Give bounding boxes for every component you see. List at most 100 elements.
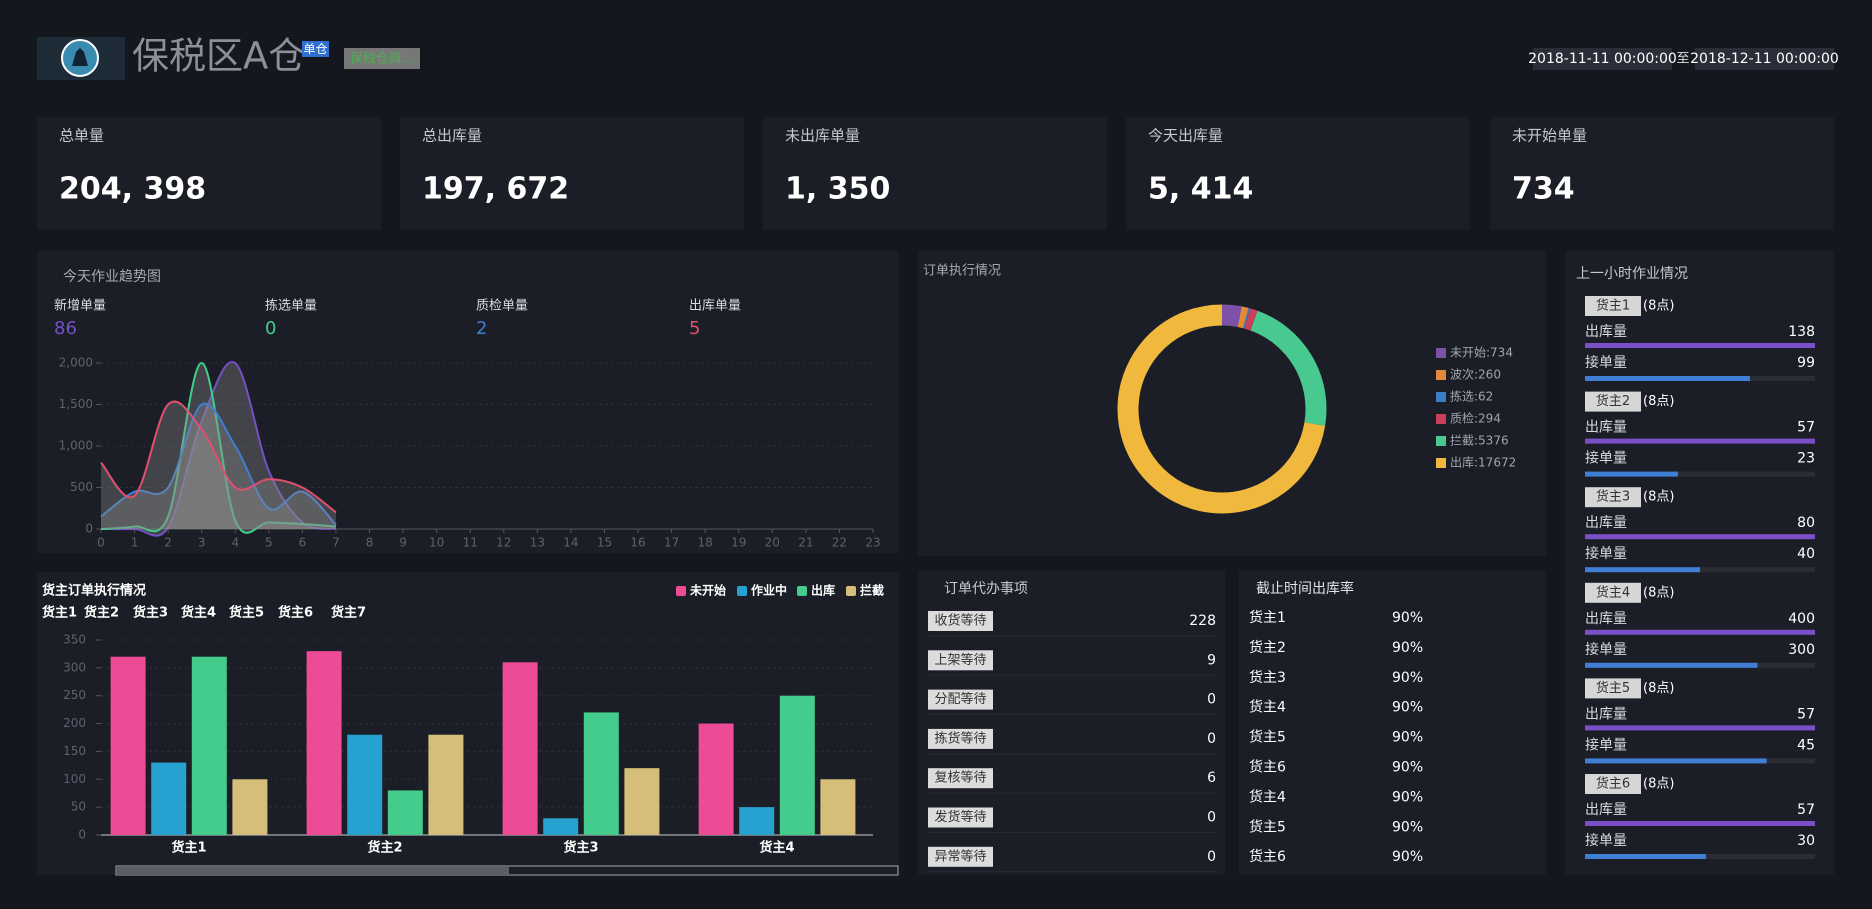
line: [100, 402, 337, 526]
bar: [1585, 567, 1700, 573]
metric-label: 接单量: [1585, 545, 1627, 562]
y-tick-label: 200: [63, 716, 86, 730]
todo-count: 6: [1207, 770, 1216, 786]
tab: 货主2: [84, 605, 119, 621]
bar: [1585, 821, 1815, 826]
kpi-label: 总单量: [59, 127, 104, 145]
metric-value: 30: [1797, 833, 1815, 849]
chart-title: 货主订单执行情况: [42, 583, 146, 599]
bar: [387, 790, 423, 835]
todo-tag-bg[interactable]: [928, 689, 993, 710]
todo-count: 0: [1207, 731, 1216, 747]
line: [100, 361, 337, 534]
todo-tag-bg[interactable]: [928, 768, 993, 789]
legend-swatch: [1436, 436, 1446, 446]
legend-label: 波次:260: [1450, 368, 1501, 382]
donut-slice: [1221, 304, 1242, 328]
x-tick-label: 货主2: [367, 840, 402, 856]
kpi-label: 未出库单量: [785, 127, 860, 145]
metric-value: 57: [1797, 706, 1815, 722]
todo-tag-bg[interactable]: [928, 846, 993, 867]
metric-label: 出库量: [1585, 611, 1627, 627]
legend-label: 出库: [811, 583, 835, 598]
todo-count: 228: [1189, 613, 1216, 629]
badge: 单仓: [303, 42, 327, 56]
x-tick-label: 3: [198, 536, 206, 550]
x-tick-label: 17: [664, 536, 679, 550]
owner-tag: 货主1: [1596, 298, 1630, 314]
tab: 货主1: [42, 605, 77, 621]
owner-tag-bg: [1585, 582, 1641, 603]
x-tick-label: 11: [463, 536, 478, 550]
cutoff-rate: 90%: [1392, 819, 1423, 835]
bar: [1585, 438, 1815, 444]
bar: [624, 768, 660, 835]
legend-swatch: [737, 586, 747, 596]
date-bg: [1533, 48, 1672, 70]
todo-tag-bg[interactable]: [928, 611, 993, 631]
x-tick-label: 5: [265, 536, 273, 550]
kpi-label: 未开始单量: [1512, 127, 1587, 145]
bar: [543, 818, 579, 835]
bar: [1585, 662, 1758, 668]
panel: [1126, 117, 1470, 230]
x-tick-label: 货主3: [563, 840, 598, 856]
y-tick-label: 1,500: [59, 397, 93, 411]
bar: [347, 734, 383, 835]
summary-label: 新增单量: [54, 298, 106, 314]
cutoff-rate: 90%: [1392, 849, 1423, 865]
hour: (8点): [1643, 777, 1674, 792]
hour: (8点): [1643, 490, 1674, 505]
donut-slice: [1250, 310, 1327, 426]
cutoff-owner: 货主5: [1249, 818, 1286, 835]
legend-swatch: [846, 586, 856, 596]
owner-tag: 货主6: [1596, 776, 1630, 792]
legend-swatch: [1436, 392, 1446, 402]
legend-label: 作业中: [751, 583, 787, 598]
todo-tag: 复核等待: [934, 770, 986, 786]
x-tick-label: 4: [231, 536, 239, 550]
bar: [232, 779, 268, 835]
bar: [1585, 725, 1815, 731]
bar: [1585, 629, 1815, 635]
bar: [306, 651, 342, 835]
todo-tag-bg[interactable]: [928, 728, 993, 749]
bar: [1585, 758, 1767, 764]
summary-label: 质检单量: [476, 299, 528, 314]
metric-label: 接单量: [1585, 736, 1627, 753]
hour: (8点): [1643, 394, 1674, 409]
legend-swatch: [797, 586, 807, 596]
bar: [151, 762, 187, 835]
tab: 货主5: [229, 605, 264, 621]
cutoff-owner: 货主1: [1249, 609, 1286, 626]
todo-tag: 上架等待: [934, 652, 986, 668]
todo-count: 9: [1207, 652, 1216, 668]
todo-count: 0: [1207, 849, 1216, 865]
tab: 货主4: [181, 605, 216, 621]
todo-tag-bg[interactable]: [928, 807, 993, 828]
metric-value: 300: [1788, 642, 1815, 658]
bar: [1585, 376, 1750, 381]
owner-tag: 货主2: [1596, 393, 1630, 409]
kpi-value: 204, 398: [59, 172, 206, 207]
panel-title: 上一小时作业情况: [1576, 266, 1688, 282]
y-tick-label: 1,000: [59, 439, 93, 453]
scroll-thumb[interactable]: [117, 867, 509, 875]
donut-slice: [1117, 304, 1326, 514]
date-bg: [1695, 48, 1834, 70]
legend-label: 拣选:62: [1450, 389, 1493, 404]
bar: [698, 723, 734, 835]
legend-swatch: [1436, 370, 1446, 380]
y-tick-label: 300: [63, 660, 86, 674]
summary-label: 出库单量: [689, 298, 741, 314]
cutoff-owner: 货主4: [1249, 788, 1286, 805]
legend-label: 未开始:734: [1450, 346, 1513, 360]
todo-tag-bg[interactable]: [928, 650, 993, 671]
legend-swatch: [1436, 414, 1446, 424]
cutoff-rate: 90%: [1392, 789, 1423, 805]
date-sep: 至: [1676, 52, 1689, 67]
cutoff-rate: 90%: [1392, 610, 1423, 626]
x-tick-label: 23: [865, 536, 880, 550]
panel: [1239, 571, 1546, 875]
line: [100, 400, 337, 514]
